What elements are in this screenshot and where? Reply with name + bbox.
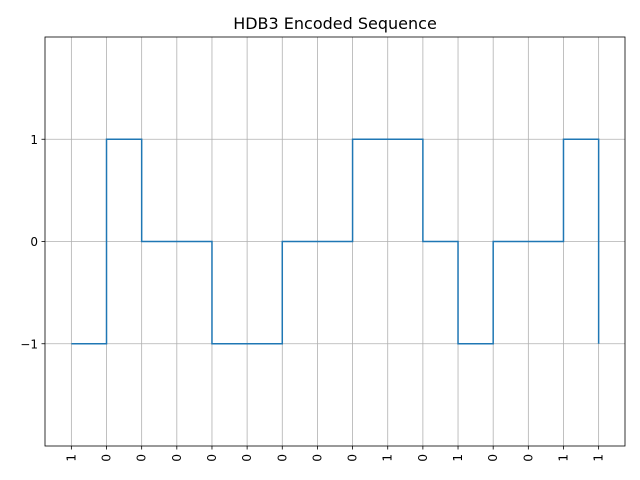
x-tick-label: 0 (240, 454, 254, 462)
x-tick-label: 0 (521, 454, 535, 462)
x-tick-label: 0 (170, 454, 184, 462)
tick-layer: 1 0 0 0 0 0 0 0 0 1 0 1 0 0 1 1 −1 0 1 (20, 133, 605, 462)
x-tick-label: 1 (381, 454, 395, 462)
y-tick-label: 0 (30, 235, 38, 249)
y-tick-label: 1 (30, 133, 38, 147)
x-tick-label: 0 (100, 454, 114, 462)
y-tick-label: −1 (20, 337, 38, 351)
x-tick-label: 0 (310, 454, 324, 462)
x-tick-label: 0 (486, 454, 500, 462)
x-tick-label: 0 (135, 454, 149, 462)
x-tick-label: 1 (556, 454, 570, 462)
x-tick-label: 1 (592, 454, 606, 462)
chart-title: HDB3 Encoded Sequence (233, 14, 437, 33)
x-tick-label: 1 (64, 454, 78, 462)
series-layer (71, 138, 600, 345)
x-tick-label: 0 (205, 454, 219, 462)
x-tick-label: 1 (451, 454, 465, 462)
hdb3-signal-line (71, 138, 600, 345)
x-tick-label: 0 (346, 454, 360, 462)
x-tick-label: 0 (275, 454, 289, 462)
x-tick-label: 0 (416, 454, 430, 462)
